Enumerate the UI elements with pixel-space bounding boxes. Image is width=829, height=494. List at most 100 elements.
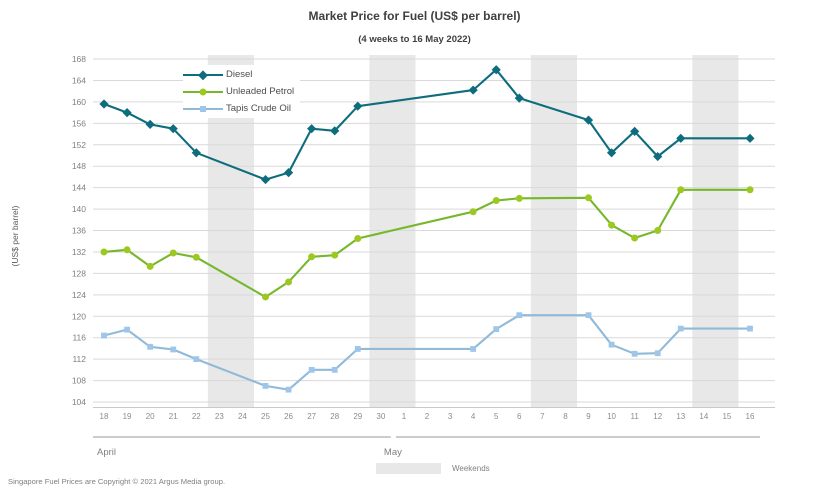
y-tick-label: 128 bbox=[72, 268, 86, 278]
data-point-tapis-crude-oil bbox=[585, 312, 592, 319]
data-point-diesel bbox=[583, 115, 594, 125]
data-point-tapis-crude-oil bbox=[516, 312, 523, 319]
legend-item-unleaded-petrol: Unleaded Petrol bbox=[183, 83, 294, 100]
data-point-tapis-crude-oil bbox=[654, 350, 661, 357]
data-point-diesel bbox=[745, 133, 755, 143]
data-point-unleaded-petrol bbox=[100, 248, 108, 256]
x-tick-label: 25 bbox=[261, 412, 270, 421]
unleaded-petrol-line-swatch bbox=[183, 86, 223, 97]
data-point-unleaded-petrol bbox=[285, 278, 293, 286]
y-tick-label: 132 bbox=[72, 247, 86, 257]
data-point-diesel bbox=[468, 85, 478, 95]
data-point-unleaded-petrol bbox=[192, 253, 200, 261]
data-point-tapis-crude-oil bbox=[631, 350, 638, 357]
y-tick-label: 160 bbox=[72, 97, 86, 107]
data-point-tapis-crude-oil bbox=[193, 356, 200, 363]
data-point-tapis-crude-oil bbox=[170, 346, 177, 353]
data-point-diesel bbox=[330, 126, 340, 136]
x-tick-label: 22 bbox=[192, 412, 201, 421]
data-point-diesel bbox=[630, 126, 640, 136]
y-tick-label: 164 bbox=[72, 75, 86, 85]
month-label-may: May bbox=[384, 447, 402, 458]
copyright-text: Singapore Fuel Prices are Copyright © 20… bbox=[8, 477, 226, 486]
data-point-diesel bbox=[99, 99, 109, 109]
x-tick-label: 15 bbox=[722, 412, 731, 421]
weekends-label: Weekends bbox=[452, 464, 490, 473]
y-tick-label: 108 bbox=[72, 376, 86, 386]
data-point-diesel bbox=[307, 124, 317, 134]
data-point-tapis-crude-oil bbox=[308, 366, 315, 373]
data-point-unleaded-petrol bbox=[146, 262, 154, 270]
diesel-marker-icon bbox=[198, 69, 208, 80]
legend-label: Tapis Crude Oil bbox=[226, 103, 291, 114]
data-point-diesel bbox=[353, 101, 363, 111]
x-tick-label: 23 bbox=[215, 412, 224, 421]
weekend-swatch bbox=[376, 463, 441, 474]
data-point-diesel bbox=[283, 168, 294, 178]
x-tick-label: 30 bbox=[376, 412, 385, 421]
data-point-unleaded-petrol bbox=[469, 208, 477, 216]
data-point-unleaded-petrol bbox=[169, 249, 177, 257]
data-point-tapis-crude-oil bbox=[470, 346, 477, 352]
x-tick-label: 28 bbox=[330, 412, 339, 421]
legend-label: Diesel bbox=[226, 69, 253, 80]
y-tick-label: 112 bbox=[72, 354, 86, 364]
data-point-unleaded-petrol bbox=[354, 235, 362, 243]
y-tick-label: 136 bbox=[72, 226, 86, 236]
data-point-tapis-crude-oil bbox=[285, 386, 292, 393]
legend-item-diesel: Diesel bbox=[183, 66, 294, 83]
x-tick-label: 27 bbox=[307, 412, 316, 421]
y-tick-label: 120 bbox=[72, 311, 86, 321]
data-point-tapis-crude-oil bbox=[608, 341, 615, 348]
x-tick-label: 18 bbox=[100, 412, 109, 421]
data-point-tapis-crude-oil bbox=[354, 346, 361, 352]
data-point-tapis-crude-oil bbox=[124, 326, 130, 333]
data-point-diesel bbox=[676, 133, 686, 143]
data-point-tapis-crude-oil bbox=[331, 366, 338, 373]
data-point-unleaded-petrol bbox=[608, 221, 616, 229]
data-point-tapis-crude-oil bbox=[262, 383, 269, 389]
data-point-diesel bbox=[606, 148, 617, 158]
legend-item-tapis-crude-oil: Tapis Crude Oil bbox=[183, 100, 294, 117]
data-point-diesel bbox=[122, 107, 132, 118]
data-point-tapis-crude-oil bbox=[101, 332, 107, 339]
data-point-diesel bbox=[514, 93, 524, 103]
data-point-unleaded-petrol bbox=[585, 194, 592, 202]
x-tick-label: 1 bbox=[402, 412, 407, 421]
y-tick-label: 116 bbox=[72, 333, 86, 343]
x-tick-label: 8 bbox=[563, 412, 568, 421]
series-line-tapis-crude-oil bbox=[102, 314, 752, 391]
x-tick-label: 29 bbox=[353, 412, 362, 421]
x-tick-label: 10 bbox=[607, 412, 616, 421]
data-point-unleaded-petrol bbox=[677, 186, 685, 194]
x-tick-label: 20 bbox=[146, 412, 155, 421]
legend: Diesel Unleaded Petrol Tapis Crude Oil bbox=[183, 65, 301, 118]
x-tick-label: 3 bbox=[448, 412, 453, 421]
x-tick-label: 19 bbox=[123, 412, 132, 421]
y-tick-label: 152 bbox=[72, 140, 86, 150]
data-point-unleaded-petrol bbox=[123, 246, 131, 254]
x-tick-label: 9 bbox=[586, 412, 591, 421]
x-tick-label: 21 bbox=[169, 412, 178, 421]
x-tick-label: 11 bbox=[630, 412, 639, 421]
series-line-unleaded-petrol bbox=[102, 188, 752, 299]
data-point-unleaded-petrol bbox=[515, 194, 523, 202]
x-tick-label: 6 bbox=[517, 412, 522, 421]
x-tick-label: 12 bbox=[653, 412, 662, 421]
data-point-tapis-crude-oil bbox=[747, 325, 753, 332]
data-point-unleaded-petrol bbox=[262, 293, 269, 301]
y-tick-label: 148 bbox=[72, 161, 86, 171]
data-point-tapis-crude-oil bbox=[677, 325, 684, 332]
x-tick-label: 26 bbox=[284, 412, 293, 421]
y-tick-label: 140 bbox=[72, 204, 86, 214]
x-tick-label: 24 bbox=[238, 412, 247, 421]
data-point-tapis-crude-oil bbox=[147, 343, 154, 350]
x-tick-label: 16 bbox=[746, 412, 755, 421]
x-tick-label: 2 bbox=[425, 412, 430, 421]
y-tick-label: 144 bbox=[72, 183, 86, 193]
data-point-diesel bbox=[145, 119, 155, 129]
diesel-line-swatch bbox=[183, 69, 223, 80]
x-tick-label: 14 bbox=[699, 412, 708, 421]
